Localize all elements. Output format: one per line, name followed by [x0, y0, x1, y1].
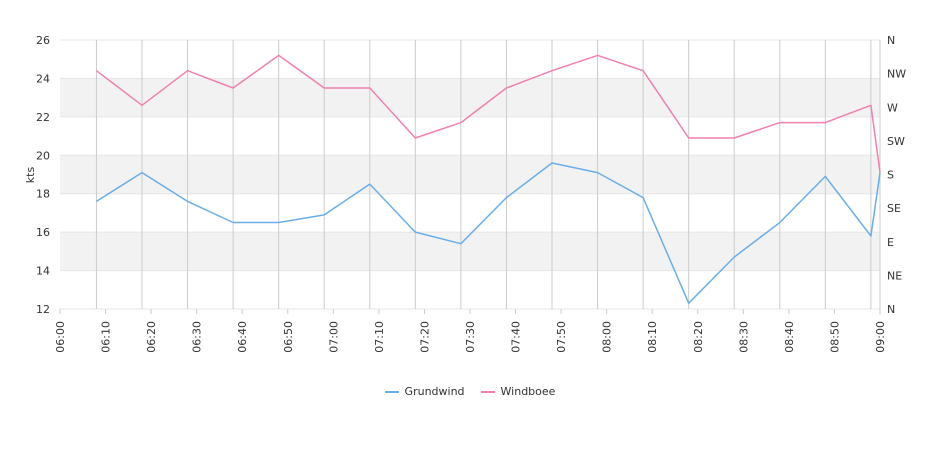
- x-tick-label: 08:30: [737, 321, 750, 353]
- direction-tick-label: SE: [887, 202, 901, 215]
- background-band: [60, 232, 880, 271]
- background-bands: [60, 78, 880, 271]
- y-tick-label: 16: [36, 226, 50, 239]
- legend-swatch: [384, 390, 399, 393]
- direction-tick-label: N: [887, 303, 895, 316]
- x-tick-label: 07:40: [510, 321, 523, 353]
- x-tick-label: 07:20: [418, 321, 431, 353]
- series-line-grundwind: [95, 162, 881, 304]
- x-tick-label: 07:50: [555, 321, 568, 353]
- x-tick-label: 07:00: [327, 321, 340, 353]
- y-tick-label: 24: [36, 72, 50, 85]
- direction-tick-label: E: [887, 236, 894, 249]
- y-axis-ticks: 12 14 16 18 20 22 24 26: [36, 34, 50, 316]
- x-tick-label: 06:30: [191, 321, 204, 353]
- legend: Grundwind Windboee: [0, 385, 940, 398]
- legend-label: Grundwind: [404, 385, 465, 398]
- background-band: [60, 78, 880, 117]
- x-tick-label: 08:50: [828, 321, 841, 353]
- x-tick-label: 07:30: [464, 321, 477, 353]
- series-lines: [95, 54, 881, 304]
- direction-tick-label: SW: [887, 135, 905, 148]
- legend-label: Windboee: [500, 385, 556, 398]
- direction-tick-label: NE: [887, 269, 902, 282]
- direction-axis-ticks: N NE E SE S SW W NW N: [887, 34, 906, 316]
- x-tick-label: 06:50: [282, 321, 295, 353]
- y-tick-label: 22: [36, 111, 50, 124]
- x-axis-ticks: 06:00 06:10 06:20 06:30 06:40 06:50 07:00 07:10…: [54, 309, 887, 353]
- x-tick-label: 06:00: [54, 321, 67, 353]
- legend-swatch: [480, 390, 495, 393]
- x-tick-label: 08:00: [601, 321, 614, 353]
- x-tick-label: 08:10: [646, 321, 659, 353]
- direction-tick-label: NW: [887, 68, 906, 81]
- background-band: [60, 155, 880, 194]
- y-tick-label: 18: [36, 188, 50, 201]
- y-tick-label: 12: [36, 303, 50, 316]
- legend-item[interactable]: Windboee: [480, 385, 556, 398]
- y-tick-label: 14: [36, 265, 50, 278]
- legend-item[interactable]: Grundwind: [384, 385, 465, 398]
- vertical-gridlines: [95, 40, 881, 309]
- y-tick-label: 20: [36, 149, 50, 162]
- series-line-windboee: [95, 54, 881, 173]
- y-tick-label: 26: [36, 34, 50, 47]
- x-tick-label: 09:00: [874, 321, 887, 353]
- x-tick-label: 07:10: [373, 321, 386, 353]
- x-tick-label: 06:10: [100, 321, 113, 353]
- x-tick-label: 08:20: [692, 321, 705, 353]
- x-tick-label: 08:40: [783, 321, 796, 353]
- direction-tick-label: S: [887, 169, 894, 182]
- x-tick-label: 06:40: [236, 321, 249, 353]
- direction-tick-label: N: [887, 34, 895, 47]
- x-tick-label: 06:20: [145, 321, 158, 353]
- horizontal-gridlines: [60, 39, 880, 310]
- y-axis-label: kts: [24, 167, 37, 184]
- direction-tick-label: W: [887, 101, 898, 114]
